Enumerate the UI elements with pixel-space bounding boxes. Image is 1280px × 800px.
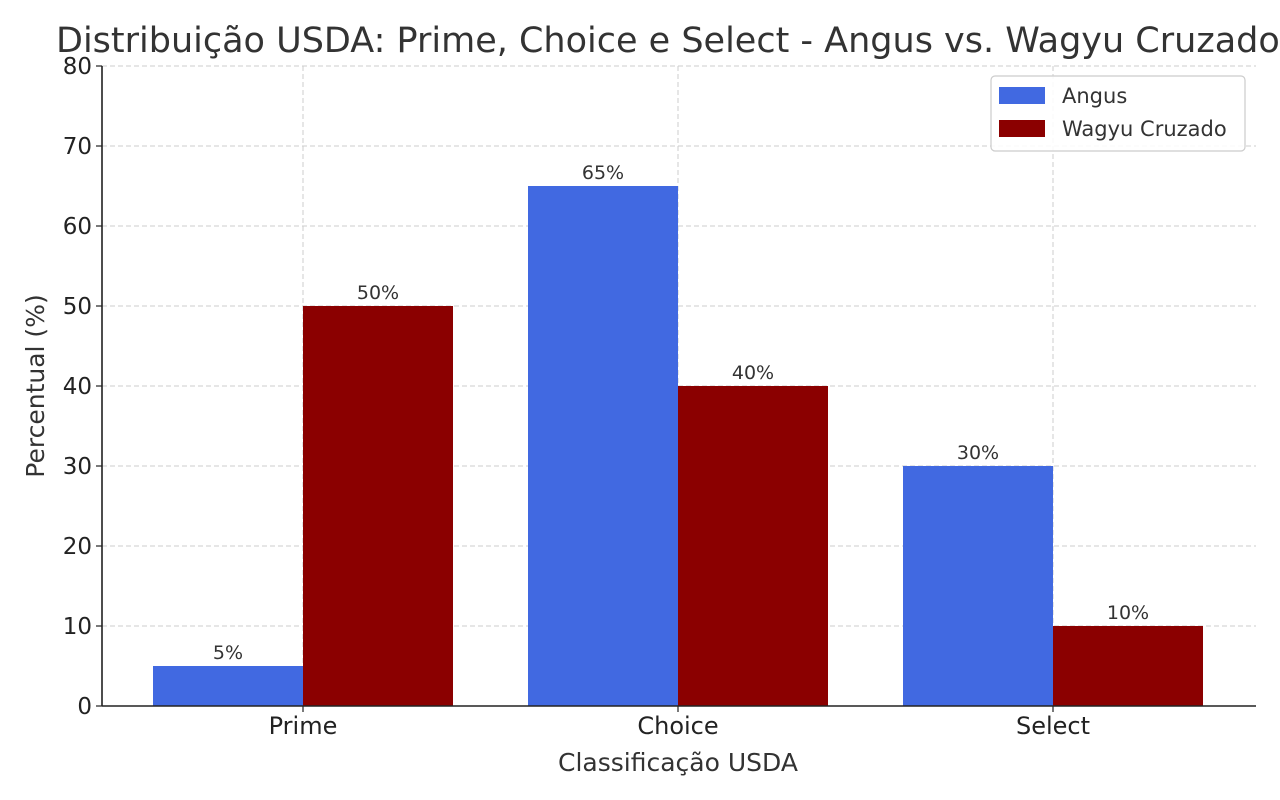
- y-tick-label: 40: [63, 374, 92, 400]
- data-label: 50%: [357, 282, 399, 304]
- x-tick-label: Select: [1016, 712, 1090, 740]
- x-tick-label: Prime: [269, 712, 338, 740]
- data-label: 5%: [213, 642, 243, 664]
- y-tick-label: 10: [63, 614, 92, 640]
- chart-title: Distribuição USDA: Prime, Choice e Selec…: [56, 21, 1280, 61]
- x-axis-label: Classificação USDA: [558, 748, 798, 777]
- ticks-layer: 0 10 20 30 40 50 60 70 80 Prime Choice Select: [63, 54, 1090, 740]
- bar-wagyu-cruzado-select: [1053, 626, 1203, 706]
- y-tick-label: 80: [63, 54, 92, 80]
- y-tick-label: 50: [63, 294, 92, 320]
- y-tick-label: 20: [63, 534, 92, 560]
- bar-angus-prime: [153, 666, 303, 706]
- x-tick-label: Choice: [637, 712, 718, 740]
- data-label: 10%: [1107, 602, 1149, 624]
- bar-angus-choice: [528, 186, 678, 706]
- y-axis-label: Percentual (%): [21, 294, 50, 477]
- y-tick-label: 0: [77, 694, 92, 720]
- data-label: 30%: [957, 442, 999, 464]
- data-labels-layer: 5% 65% 30% 50% 40% 10%: [213, 162, 1149, 664]
- y-tick-label: 60: [63, 214, 92, 240]
- legend-label-angus: Angus: [1062, 84, 1127, 108]
- legend-box: [990, 75, 1246, 152]
- bar-angus-select: [903, 466, 1053, 706]
- bars-layer: [153, 186, 1203, 706]
- y-tick-label: 70: [63, 134, 92, 160]
- legend-swatch-wagyu-cruzado: [999, 120, 1045, 137]
- y-tick-label: 30: [63, 454, 92, 480]
- data-label: 40%: [732, 362, 774, 384]
- bar-wagyu-cruzado-choice: [678, 386, 828, 706]
- bar-wagyu-cruzado-prime: [303, 306, 453, 706]
- legend-swatch-angus: [999, 87, 1045, 104]
- legend-label-wagyu-cruzado: Wagyu Cruzado: [1062, 117, 1227, 141]
- legend: Angus Wagyu Cruzado: [990, 75, 1246, 152]
- data-label: 65%: [582, 162, 624, 184]
